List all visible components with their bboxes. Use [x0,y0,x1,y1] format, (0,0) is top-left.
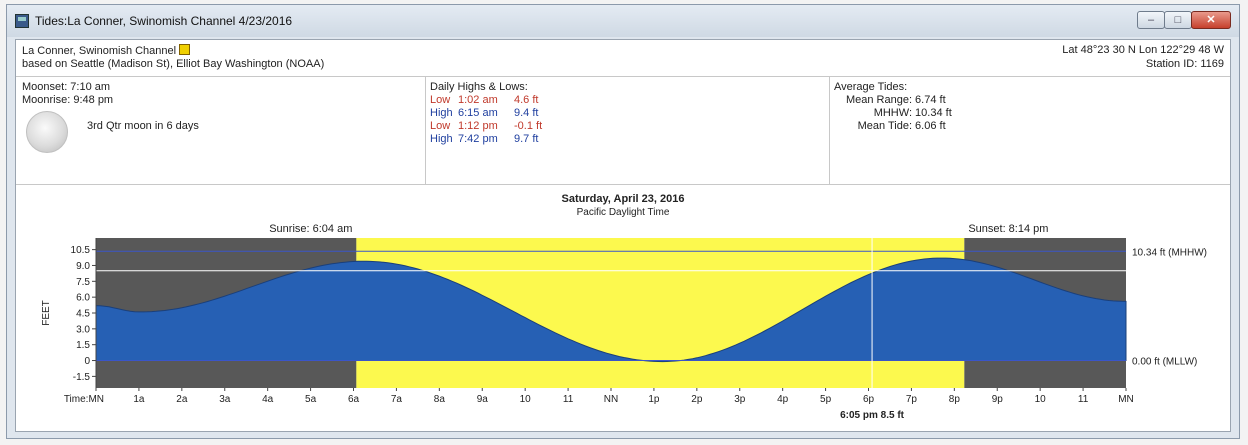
hilo-type: Low [430,94,458,107]
y-tick-label: 9.0 [76,261,90,272]
x-tick-label: MN [1118,394,1134,405]
x-tick-label: 6p [863,394,875,405]
maximize-button[interactable]: □ [1164,11,1192,29]
x-tick-label: 3a [219,394,231,405]
x-tick-label: 4p [777,394,789,405]
x-tick-label: 5a [305,394,317,405]
average-tide-label: MHHW: [834,107,912,120]
highs-lows-title: Daily Highs & Lows: [430,81,542,94]
x-tick-label: 7a [391,394,403,405]
moon-icon [26,111,68,153]
x-tick-label: 5p [820,394,832,405]
title-bar[interactable]: Tides:La Conner, Swinomish Channel 4/23/… [7,5,1239,37]
y-tick-label: 6.0 [76,293,90,304]
average-tide-row: Mean Tide: 6.06 ft [834,120,952,133]
app-icon [15,14,29,28]
sunset-label: Sunset: 8:14 pm [968,223,1048,235]
x-tick-label: 2p [691,394,703,405]
calendar-icon[interactable] [179,44,190,55]
moonset-text: Moonset: 7:10 am [22,81,113,94]
hilo-row: High 7:42 pm 9.7 ft [430,133,542,146]
x-tick-label: 9a [477,394,489,405]
station-name: La Conner, Swinomish Channel [22,45,176,57]
y-tick-label: 1.5 [76,340,90,351]
hilo-time: 1:02 am [458,94,514,107]
station-name-row: La Conner, Swinomish Channel [22,44,190,57]
x-tick-label: 4a [262,394,274,405]
cursor-readout: 6:05 pm 8.5 ft [840,410,905,421]
hilo-type: High [430,133,458,146]
average-tides-panel: Average Tides: Mean Range: 6.74 ft MHHW: … [834,81,952,133]
x-tick-label: 10 [520,394,532,405]
y-axis-label: FEET [41,300,52,326]
hilo-row: Low 1:12 pm -0.1 ft [430,120,542,133]
x-tick-label: 9p [992,394,1004,405]
hilo-time: 1:12 pm [458,120,514,133]
chart-subtitle: Pacific Daylight Time [577,207,670,218]
hilo-height: 9.7 ft [514,133,538,146]
hilo-time: 7:42 pm [458,133,514,146]
x-tick-label: 11 [563,394,574,405]
hilo-time: 6:15 am [458,107,514,120]
x-tick-label: 2a [176,394,188,405]
average-tide-row: Mean Range: 6.74 ft [834,94,952,107]
hilo-type: High [430,107,458,120]
average-tide-label: Mean Range: [834,94,912,107]
hilo-row: High 6:15 am 9.4 ft [430,107,542,120]
x-tick-label: Time:MN [64,394,104,405]
close-button[interactable]: ✕ [1191,11,1231,29]
y-tick-label: 4.5 [76,309,90,320]
x-tick-label: 8p [949,394,961,405]
y-tick-label: 10.5 [71,245,91,256]
station-id: Station ID: 1169 [1146,58,1224,70]
hilo-height: -0.1 ft [514,120,542,133]
below-datum-band [96,361,1126,388]
moon-phase-text: 3rd Qtr moon in 6 days [87,120,199,132]
y-tick-label: 7.5 [76,277,90,288]
hilo-type: Low [430,120,458,133]
moon-panel: Moonset: 7:10 am Moonrise: 9:48 pm [22,81,113,107]
x-tick-label: 3p [734,394,746,405]
hilo-row: Low 1:02 am 4.6 ft [430,94,542,107]
hilo-height: 9.4 ft [514,107,538,120]
x-tick-label: 11 [1078,394,1089,405]
station-basis: based on Seattle (Madison St), Elliot Ba… [22,58,324,70]
average-tide-row: MHHW: 10.34 ft [834,107,952,120]
average-tide-label: Mean Tide: [834,120,912,133]
tides-window: Tides:La Conner, Swinomish Channel 4/23/… [6,4,1240,439]
average-tide-value: 10.34 ft [912,107,952,119]
panel-divider-1 [425,76,426,184]
lat-lon: Lat 48°23 30 N Lon 122°29 48 W [1062,44,1224,56]
average-tide-value: 6.74 ft [912,94,946,106]
moonrise-text: Moonrise: 9:48 pm [22,94,113,107]
x-tick-label: 1a [133,394,145,405]
header-divider [16,76,1230,77]
y-tick-label: -1.5 [73,372,91,383]
y-tick-label: 3.0 [76,324,90,335]
x-tick-label: 10 [1035,394,1047,405]
tide-chart[interactable]: Saturday, April 23, 2016 Pacific Daylight… [16,190,1230,432]
x-tick-label: 6a [348,394,360,405]
mhhw-label: 10.34 ft (MHHW) [1132,247,1207,258]
average-tides-title: Average Tides: [834,81,952,94]
highs-lows-panel: Daily Highs & Lows: Low 1:02 am 4.6 ft High… [430,81,542,146]
x-tick-label: NN [604,394,618,405]
y-tick-label: 0 [84,356,90,367]
panel-bottom-divider [16,184,1230,185]
sunrise-label: Sunrise: 6:04 am [269,223,352,235]
tide-content: La Conner, Swinomish Channel based on Se… [15,39,1231,432]
hilo-height: 4.6 ft [514,94,538,107]
minimize-button[interactable]: – [1137,11,1165,29]
x-tick-label: 7p [906,394,918,405]
panel-divider-2 [829,76,830,184]
x-tick-label: 8a [434,394,446,405]
window-title: Tides:La Conner, Swinomish Channel 4/23/… [35,14,292,28]
x-tick-label: 1p [648,394,660,405]
mllw-label: 0.00 ft (MLLW) [1132,357,1197,368]
average-tide-value: 6.06 ft [912,120,946,132]
chart-title: Saturday, April 23, 2016 [562,193,685,205]
